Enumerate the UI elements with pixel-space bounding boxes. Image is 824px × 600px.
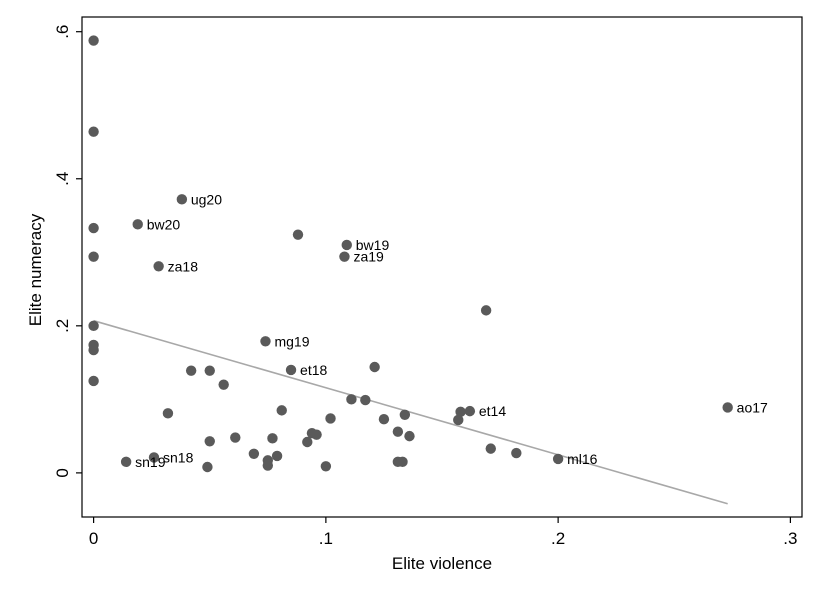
point-label: ao17 bbox=[737, 399, 768, 415]
data-point bbox=[302, 436, 313, 448]
fit-line-layer bbox=[93, 319, 728, 505]
point-label: et18 bbox=[300, 362, 327, 378]
data-point bbox=[392, 426, 404, 437]
point-label: ug20 bbox=[191, 191, 222, 207]
data-point bbox=[204, 436, 215, 447]
data-point bbox=[262, 460, 274, 471]
y-tick-label: .6 bbox=[53, 25, 72, 39]
data-point bbox=[271, 450, 283, 462]
y-axis: 0 .2 .4 .6 bbox=[53, 25, 82, 478]
data-point bbox=[404, 430, 415, 442]
x-tick-label: .3 bbox=[783, 529, 797, 548]
point-label: bw19 bbox=[356, 237, 390, 253]
data-point bbox=[88, 344, 99, 356]
x-axis-title: Elite violence bbox=[392, 554, 492, 573]
data-point bbox=[511, 447, 522, 459]
data-point bbox=[369, 361, 380, 373]
data-point bbox=[267, 433, 278, 444]
x-tick-label: 0 bbox=[89, 529, 98, 548]
data-point bbox=[378, 414, 390, 425]
data-point bbox=[285, 364, 297, 376]
point-label: ml16 bbox=[567, 451, 598, 467]
data-point bbox=[88, 375, 99, 387]
plot-frame bbox=[81, 16, 803, 518]
data-point bbox=[722, 402, 733, 413]
data-point bbox=[88, 35, 99, 46]
data-point bbox=[88, 320, 99, 332]
y-tick-label: .4 bbox=[53, 172, 72, 186]
data-point bbox=[341, 239, 352, 251]
point-label: sn19 bbox=[135, 454, 166, 470]
point-label: bw20 bbox=[147, 216, 181, 232]
data-point bbox=[162, 408, 174, 419]
data-point bbox=[292, 229, 304, 240]
point-label: za18 bbox=[168, 258, 199, 274]
data-point bbox=[464, 405, 476, 417]
fit-line bbox=[93, 319, 728, 505]
x-axis: 0 .1 .2 .3 bbox=[89, 517, 797, 548]
data-point bbox=[480, 305, 492, 316]
data-point bbox=[185, 365, 197, 376]
data-point bbox=[88, 222, 99, 234]
y-tick-label: 0 bbox=[53, 468, 72, 477]
data-point bbox=[311, 429, 322, 440]
data-point bbox=[218, 379, 229, 390]
x-tick-label: .1 bbox=[319, 529, 333, 548]
point-label: et14 bbox=[479, 403, 506, 419]
data-point bbox=[325, 413, 336, 424]
data-point bbox=[230, 432, 241, 443]
data-point bbox=[88, 126, 99, 137]
data-point bbox=[120, 456, 132, 468]
data-point bbox=[397, 456, 408, 468]
data-point bbox=[153, 261, 164, 272]
data-point bbox=[360, 394, 371, 406]
point-label: sn18 bbox=[163, 449, 194, 465]
data-point bbox=[346, 394, 357, 405]
data-points-layer bbox=[88, 35, 733, 473]
data-point bbox=[132, 219, 143, 230]
data-point bbox=[176, 194, 188, 205]
data-point bbox=[485, 443, 496, 454]
data-point bbox=[202, 461, 213, 473]
data-point bbox=[339, 251, 350, 262]
data-point bbox=[320, 461, 332, 472]
data-point bbox=[148, 452, 160, 463]
data-point bbox=[88, 251, 99, 262]
y-tick-label: .2 bbox=[53, 319, 72, 333]
data-point bbox=[399, 409, 411, 420]
data-point bbox=[260, 336, 271, 347]
x-tick-label: .2 bbox=[551, 529, 565, 548]
point-label: mg19 bbox=[274, 333, 309, 349]
data-point bbox=[455, 406, 466, 418]
data-point bbox=[453, 414, 464, 426]
data-point bbox=[276, 405, 287, 416]
y-axis-title: Elite numeracy bbox=[26, 213, 45, 326]
point-label: za19 bbox=[353, 249, 384, 265]
data-point bbox=[248, 448, 260, 459]
data-point bbox=[204, 365, 215, 376]
data-point bbox=[552, 453, 564, 465]
